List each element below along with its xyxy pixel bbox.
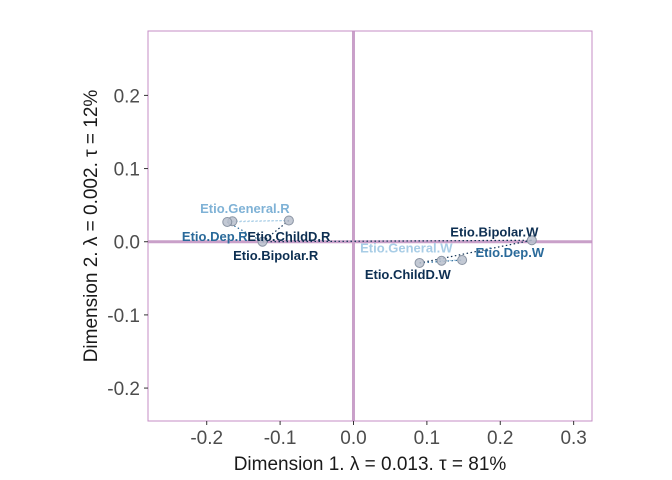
point-labels: Etio.General.R Etio.Dep.R Etio.ChildD.R Eti… <box>182 201 545 282</box>
y-tick-label: 0.2 <box>114 86 140 107</box>
y-tick-label: 0.0 <box>114 233 140 254</box>
y-axis-title: Dimension 2. λ = 0.002. τ = 12% <box>81 90 102 363</box>
point-label-etio-bipolar-w: Etio.Bipolar.W <box>450 224 539 239</box>
x-tick-label: 0.2 <box>487 428 513 449</box>
point-label-etio-general-r: Etio.General.R <box>200 201 290 216</box>
point-label-etio-childd-w: Etio.ChildD.W <box>365 267 452 282</box>
connection-line <box>419 239 532 264</box>
connection-line <box>262 220 290 243</box>
origin-lines <box>148 31 592 421</box>
point-etio-general-w <box>436 255 447 266</box>
data-points <box>222 215 537 268</box>
x-tick-label: -0.2 <box>190 428 223 449</box>
point-label-etio-childd-r: Etio.ChildD.R <box>247 229 331 244</box>
plot-frame <box>147 30 593 422</box>
point-etio-childd-r <box>283 215 294 226</box>
point-label-etio-bipolar-r: Etio.Bipolar.R <box>233 248 319 263</box>
x-tick-label: 0.3 <box>560 428 586 449</box>
y-tick-label: -0.2 <box>107 379 140 400</box>
y-tick-label: -0.1 <box>107 306 140 327</box>
point-etio-dep-r <box>222 216 233 227</box>
x-tick-label: -0.1 <box>264 428 297 449</box>
x-tick-label: 0.1 <box>414 428 440 449</box>
connection-line <box>262 239 532 243</box>
point-label-etio-general-w: Etio.General.W <box>360 241 453 256</box>
plot-panel <box>148 31 592 421</box>
point-etio-bipolar-w <box>526 235 537 246</box>
y-tick-label: 0.1 <box>114 160 140 181</box>
point-etio-dep-w <box>457 255 468 266</box>
y-axis-ticks: -0.2 -0.1 0.0 0.1 0.2 <box>107 86 148 400</box>
point-label-etio-dep-w: Etio.Dep.W <box>476 245 545 260</box>
point-label-etio-dep-r: Etio.Dep.R <box>182 229 248 244</box>
connection-line <box>226 221 263 243</box>
point-etio-childd-w <box>414 257 425 268</box>
x-axis-ticks: -0.2 -0.1 0.0 0.1 0.2 0.3 <box>190 421 587 449</box>
x-tick-label: 0.0 <box>340 428 366 449</box>
x-axis-title: Dimension 1. λ = 0.013. τ = 81% <box>234 454 507 475</box>
point-etio-bipolar-r <box>257 236 268 247</box>
